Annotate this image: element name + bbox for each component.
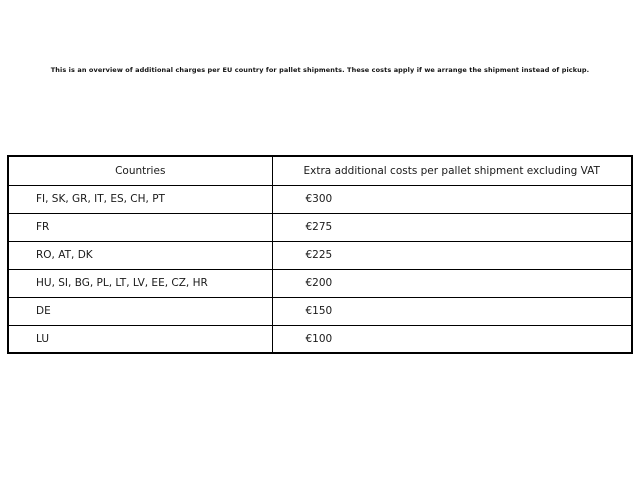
table-row: FR €275 <box>7 212 633 242</box>
header-row: Countries Extra additional costs per pal… <box>7 155 633 186</box>
countries-cell: RO, AT, DK <box>7 240 273 270</box>
table-row: DE €150 <box>7 296 633 326</box>
charges-table: Countries Extra additional costs per pal… <box>7 155 633 354</box>
countries-cell: FR <box>7 212 273 242</box>
cost-cell: €275 <box>271 212 633 242</box>
cost-cell: €150 <box>271 296 633 326</box>
cost-cell: €100 <box>271 324 633 354</box>
countries-cell: LU <box>7 324 273 354</box>
table-row: RO, AT, DK €225 <box>7 240 633 270</box>
countries-cell: DE <box>7 296 273 326</box>
intro-text: This is an overview of additional charge… <box>50 66 590 74</box>
table-row: LU €100 <box>7 324 633 354</box>
countries-cell: FI, SK, GR, IT, ES, CH, PT <box>7 184 273 214</box>
cost-cell: €300 <box>271 184 633 214</box>
countries-cell: HU, SI, BG, PL, LT, LV, EE, CZ, HR <box>7 268 273 298</box>
col-header-costs: Extra additional costs per pallet shipme… <box>271 155 633 186</box>
table-row: HU, SI, BG, PL, LT, LV, EE, CZ, HR €200 <box>7 268 633 298</box>
cost-cell: €225 <box>271 240 633 270</box>
col-header-countries: Countries <box>7 155 273 186</box>
cost-cell: €200 <box>271 268 633 298</box>
table-row: FI, SK, GR, IT, ES, CH, PT €300 <box>7 184 633 214</box>
